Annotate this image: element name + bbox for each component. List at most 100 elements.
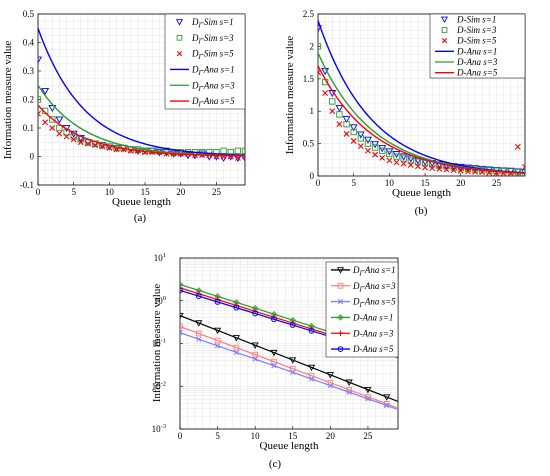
- data-point: [393, 153, 400, 160]
- legend-marker: [337, 346, 344, 352]
- y-tick-label: 10-3: [152, 423, 166, 434]
- y-axis-label: Information measure value: [151, 284, 163, 403]
- legend: D-Sim s=1D-Sim s=3D-Sim s=5D-Ana s=1D-An…: [429, 13, 526, 79]
- y-tick-label: 0: [30, 152, 35, 162]
- data-point: [196, 336, 202, 342]
- legend: DI-Ana s=1 DI-Ana s=3 DI-Ana s=5 D-Ana s=1 D…: [325, 261, 399, 358]
- legend-entry: DI-Ana s=1: [352, 265, 396, 278]
- series-line: [38, 104, 245, 157]
- data-point: [234, 147, 242, 154]
- series-line: [180, 325, 398, 409]
- data-point: [55, 116, 64, 124]
- y-tick-label: 0.1: [23, 123, 34, 133]
- data-point: [318, 43, 322, 50]
- panel-caption: (b): [415, 205, 428, 217]
- y-tick-label: 0.4: [23, 38, 35, 48]
- legend-entry: DI-Sim s=3: [191, 33, 234, 46]
- legend-marker: [176, 34, 183, 41]
- series-d-i-ana-s-5: [38, 104, 245, 157]
- data-point: [180, 329, 183, 336]
- data-point: [326, 372, 334, 379]
- data-point: [364, 386, 372, 394]
- legend-entry: D-Ana s=3: [456, 57, 498, 67]
- data-point: [49, 125, 56, 131]
- data-point: [180, 287, 183, 294]
- y-tick-label: 2.5: [303, 9, 315, 19]
- series-line: [38, 28, 245, 156]
- data-point: [177, 149, 184, 156]
- legend: DI-Sim s=1 DI-Sim s=3 DI-Sim s=5 DI-Ana s=1…: [164, 13, 246, 110]
- legend-marker: [336, 267, 345, 274]
- data-point: [195, 320, 203, 327]
- y-tick-label: 1: [310, 106, 315, 116]
- legend-marker: [337, 298, 344, 305]
- legend-entry: DI-Ana s=1: [191, 64, 235, 77]
- data-point: [357, 143, 364, 150]
- x-tick-label: 15: [421, 178, 431, 188]
- x-tick-label: 10: [385, 178, 395, 188]
- data-point: [386, 157, 393, 164]
- data-point: [414, 163, 421, 170]
- data-point: [379, 147, 386, 154]
- data-point: [308, 372, 315, 379]
- data-point: [38, 110, 41, 117]
- data-point: [372, 151, 379, 158]
- legend-entry: D-Ana s=3: [352, 328, 394, 338]
- data-point: [349, 124, 358, 132]
- series-line: [318, 65, 525, 175]
- x-tick-label: 10: [105, 187, 115, 197]
- data-point: [70, 136, 77, 143]
- data-point: [195, 293, 202, 300]
- data-point: [41, 107, 49, 115]
- data-point: [399, 153, 408, 161]
- data-point: [329, 98, 336, 105]
- data-point: [56, 124, 63, 132]
- data-point: [336, 111, 343, 118]
- y-axis-label: Information measure value: [2, 41, 14, 160]
- x-tick-label: 5: [215, 431, 220, 441]
- data-point: [271, 316, 277, 323]
- data-point: [407, 157, 414, 164]
- legend-entry: DI-Ana s=3: [352, 281, 396, 294]
- y-tick-label: 10-2: [152, 380, 166, 391]
- x-tick-label: 25: [212, 187, 222, 197]
- data-point: [142, 149, 149, 156]
- series-d-i-ana-s-5: [180, 329, 398, 411]
- data-point: [195, 330, 202, 337]
- legend-entry: D-Sim s=3: [456, 25, 497, 35]
- data-point: [436, 165, 443, 172]
- y-axis-label: Information measure value: [284, 36, 296, 155]
- series-d-i-ana-s-1: [38, 28, 245, 156]
- legend-entry: D-Sim s=1: [456, 14, 496, 24]
- legend-marker: [176, 50, 183, 57]
- data-point: [336, 121, 343, 128]
- data-point: [350, 138, 357, 144]
- data-point: [365, 396, 371, 402]
- legend-entry: D-Sim s=5: [456, 36, 497, 46]
- x-tick-label: 15: [288, 431, 298, 441]
- x-tick-label: 5: [351, 178, 356, 188]
- x-tick-label: 20: [456, 178, 466, 188]
- y-tick-label: -0.1: [20, 180, 34, 190]
- x-tick-label: 20: [326, 431, 336, 441]
- legend-marker: [337, 330, 344, 337]
- data-point: [180, 312, 184, 320]
- x-tick-label: 15: [141, 187, 151, 197]
- y-tick-label: 0.2: [23, 95, 34, 105]
- data-point: [322, 90, 329, 97]
- legend-entry: D-Ana s=5: [352, 344, 394, 354]
- plot-area: [317, 13, 526, 177]
- data-point: [345, 379, 353, 386]
- data-point: [400, 155, 407, 162]
- x-tick-label: 0: [316, 178, 321, 188]
- x-axis-label: Queue length: [260, 440, 319, 452]
- data-point: [308, 327, 315, 334]
- data-point: [307, 364, 316, 372]
- x-tick-label: 0: [178, 431, 183, 441]
- data-point: [406, 155, 415, 163]
- y-tick-label: 101: [154, 252, 166, 263]
- legend-entry: DI-Ana s=5: [352, 297, 396, 310]
- series-line: [180, 315, 398, 403]
